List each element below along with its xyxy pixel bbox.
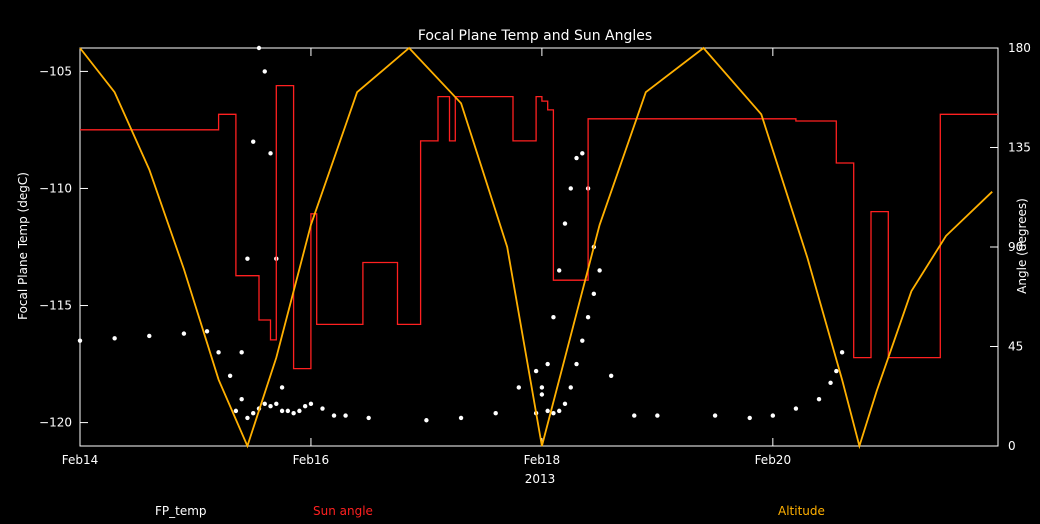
legend-fp-temp: FP_temp	[155, 504, 207, 518]
y-tick-label-right: 135	[1008, 141, 1031, 155]
y-axis-label-left: Focal Plane Temp (degC)	[16, 172, 30, 320]
y-tick-label-right: 180	[1008, 41, 1031, 55]
data-point	[245, 415, 250, 421]
data-point	[493, 411, 498, 416]
data-point	[262, 401, 267, 407]
data-point	[580, 151, 585, 156]
data-point	[568, 186, 573, 191]
data-point	[562, 221, 568, 226]
data-point	[216, 350, 221, 355]
data-point	[545, 408, 550, 414]
series-line-altitude	[79, 46, 993, 450]
data-point	[233, 408, 239, 414]
data-point	[632, 413, 637, 418]
data-point	[291, 411, 296, 416]
legend-altitude: Altitude	[778, 504, 825, 518]
series-fp-temp	[77, 268, 845, 423]
data-point	[262, 69, 267, 74]
data-point	[227, 373, 233, 378]
data-point	[251, 411, 256, 416]
x-tick-label: Feb20	[755, 453, 792, 467]
series-layer	[77, 45, 998, 450]
y-tick-label-right: 45	[1008, 340, 1023, 354]
y-tick-label-right: 0	[1008, 439, 1016, 453]
data-point	[828, 380, 833, 385]
data-point	[239, 396, 244, 402]
data-point	[204, 329, 210, 334]
series-line-sun-angle	[80, 84, 998, 370]
x-tick-label: Feb16	[293, 453, 330, 467]
data-point	[551, 411, 556, 416]
data-point	[793, 406, 799, 411]
data-point	[747, 415, 752, 421]
data-point	[308, 401, 314, 407]
data-point	[597, 268, 602, 273]
x-tick-label: Feb18	[524, 453, 561, 467]
data-point	[816, 396, 822, 402]
data-point	[655, 413, 660, 418]
data-point	[239, 350, 244, 355]
data-point	[274, 401, 279, 407]
data-point	[302, 404, 308, 409]
data-point	[181, 331, 187, 336]
data-point	[834, 368, 839, 374]
data-point	[591, 291, 597, 297]
data-point	[268, 151, 273, 156]
chart-title: Focal Plane Temp and Sun Angles	[418, 28, 652, 44]
y-axis-label-right: Angle (degrees)	[1015, 198, 1029, 294]
data-point	[279, 385, 285, 390]
data-point	[533, 368, 539, 374]
data-point	[551, 315, 556, 320]
axis-ticks: Feb14 Feb16 Feb18 Feb20 −105 −110 −115 −120 0 45 9…	[39, 41, 1031, 467]
data-point	[557, 408, 562, 414]
y-tick-label-right: 90	[1008, 240, 1023, 254]
data-point	[320, 406, 325, 411]
x-tick-label: Feb14	[62, 453, 99, 467]
data-point	[574, 361, 579, 367]
y-tick-label-left: −105	[39, 64, 72, 78]
data-point	[516, 385, 521, 390]
data-point	[297, 408, 302, 414]
data-point	[608, 373, 614, 378]
data-point	[331, 413, 337, 418]
data-point	[574, 155, 579, 161]
data-point	[279, 408, 285, 414]
data-point	[112, 336, 117, 341]
data-point	[458, 415, 464, 421]
legend: FP_temp Sun angle Altitude	[155, 504, 825, 518]
data-point	[712, 413, 718, 418]
data-point	[770, 413, 776, 418]
data-point	[268, 404, 273, 409]
data-point	[539, 392, 545, 397]
y-tick-label-left: −120	[39, 416, 72, 430]
data-point	[147, 333, 152, 339]
data-point	[557, 268, 562, 273]
series-fp-temp-spike1	[233, 45, 285, 414]
data-point	[343, 413, 348, 418]
x-axis-label: 2013	[525, 472, 556, 486]
legend-sun-angle: Sun angle	[313, 504, 373, 518]
data-point	[245, 256, 250, 261]
data-point	[285, 408, 291, 414]
data-point	[256, 45, 262, 51]
data-point	[568, 385, 573, 390]
y-tick-label-left: −110	[39, 181, 72, 195]
data-point	[77, 338, 83, 343]
data-point	[366, 415, 371, 421]
y-tick-label-left: −115	[39, 299, 72, 313]
data-point	[580, 338, 585, 343]
data-point	[251, 139, 256, 144]
data-point	[585, 315, 591, 320]
data-point	[562, 401, 568, 407]
data-point	[839, 350, 845, 355]
data-point	[539, 385, 545, 390]
data-point	[424, 418, 429, 423]
data-point	[545, 361, 550, 367]
series-fp-temp-spike2	[533, 151, 597, 416]
